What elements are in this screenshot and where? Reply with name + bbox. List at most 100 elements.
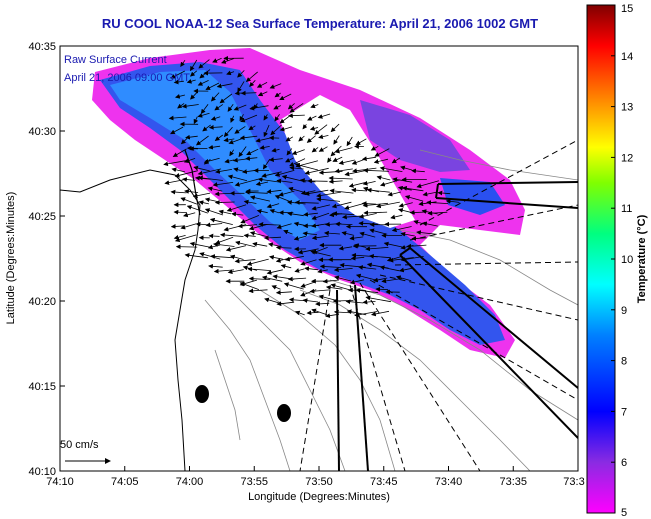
current-vector (304, 189, 329, 196)
current-vector (294, 162, 319, 171)
current-vector (310, 103, 319, 109)
current-vector (285, 157, 294, 163)
current-vector (210, 92, 220, 102)
current-vector (256, 208, 268, 214)
current-vector (261, 275, 283, 282)
current-vector (406, 243, 427, 249)
current-vector (235, 240, 256, 248)
current-vectors (163, 55, 460, 319)
current-vector (252, 241, 268, 247)
current-vector (400, 165, 413, 171)
current-vector (263, 235, 282, 241)
current-vector (243, 233, 256, 239)
y-axis-ticks: 40:35 40:30 40:25 40:20 40:15 40:10 (28, 41, 65, 478)
current-vector (199, 252, 221, 260)
current-vector (334, 168, 353, 174)
current-vector (269, 83, 282, 89)
current-vector (182, 177, 196, 182)
current-vector (291, 149, 305, 155)
current-vector (358, 265, 377, 270)
current-vector (239, 281, 260, 290)
current-vector (230, 115, 235, 123)
current-vector (279, 126, 293, 132)
current-vector (170, 189, 187, 195)
current-vector (319, 264, 342, 269)
current-vector (271, 147, 280, 153)
current-vector (379, 166, 403, 172)
current-vector (400, 256, 424, 262)
current-vector (333, 135, 340, 145)
current-vector (341, 231, 355, 236)
current-vector (212, 182, 234, 187)
map-title: RU COOL NOAA-12 Sea Surface Temperature:… (101, 16, 539, 31)
sst-purple-patch (360, 100, 470, 172)
current-vector (283, 229, 293, 235)
current-vector (184, 252, 209, 259)
current-vector (245, 156, 258, 161)
current-vector (262, 158, 271, 170)
current-vector (288, 113, 305, 119)
current-vector (317, 268, 328, 274)
current-vector (311, 147, 319, 153)
current-vector (257, 177, 280, 183)
current-vector (365, 295, 391, 303)
current-vector (283, 282, 304, 290)
current-vector (175, 93, 185, 99)
current-vector (362, 202, 389, 208)
current-vector (289, 158, 306, 167)
current-vector (404, 195, 424, 202)
current-vector (231, 211, 244, 217)
current-vector (249, 80, 256, 87)
y-tick-label: 40:25 (28, 211, 56, 223)
current-vector (266, 203, 280, 209)
current-vector (280, 263, 292, 269)
current-vector (189, 59, 198, 72)
current-vector (212, 57, 222, 63)
colorbar-tick-label: 14 (621, 51, 633, 63)
y-tick-label: 40:15 (28, 381, 56, 393)
current-vector (229, 149, 235, 157)
current-vector (257, 91, 268, 97)
current-vector (205, 222, 223, 228)
x-tick-label: 73:40 (435, 476, 463, 488)
current-vector (279, 93, 292, 100)
current-vector (294, 200, 319, 205)
current-vector (289, 103, 304, 113)
current-vector (422, 191, 438, 197)
current-vector (398, 202, 413, 208)
colorbar-label: Temperature (°C) (636, 214, 648, 303)
current-vector (270, 124, 282, 136)
current-vector (259, 145, 270, 150)
legend-line1: Raw Surface Current (64, 54, 167, 66)
current-vector (240, 114, 258, 123)
current-vector (338, 245, 353, 251)
current-vector (239, 135, 258, 141)
current-vector (175, 244, 198, 250)
current-vector (284, 255, 304, 262)
current-vector (192, 192, 211, 199)
current-vector (355, 288, 379, 294)
current-vector (208, 263, 223, 269)
scale-label: 50 cm/s (60, 439, 99, 451)
current-vector (361, 156, 377, 162)
current-vector (224, 158, 235, 164)
current-vector (186, 78, 196, 84)
current-vector (346, 136, 353, 147)
current-vector (390, 214, 403, 220)
current-vector (395, 275, 412, 282)
x-axis-label: Longitude (Degrees:Minutes) (248, 491, 390, 503)
current-vector (234, 258, 256, 264)
current-vector (355, 138, 367, 145)
current-vector (180, 59, 186, 67)
y-tick-label: 40:10 (28, 466, 56, 478)
current-vector (200, 104, 209, 115)
current-vector (197, 112, 210, 118)
current-vector (331, 201, 352, 209)
current-vector (223, 126, 233, 138)
current-vector (245, 71, 258, 83)
current-vector (227, 104, 234, 112)
current-vector (238, 146, 247, 158)
current-vector (349, 279, 365, 285)
current-vector (325, 313, 340, 319)
